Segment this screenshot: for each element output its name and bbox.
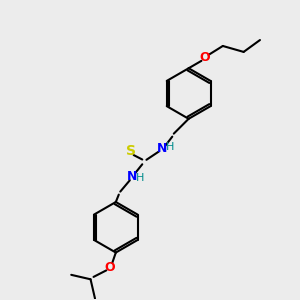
Text: O: O — [200, 51, 210, 64]
Text: N: N — [157, 142, 167, 155]
Text: O: O — [105, 261, 115, 274]
Text: N: N — [127, 170, 137, 183]
Text: S: S — [126, 145, 136, 158]
Text: H: H — [136, 173, 145, 183]
Text: H: H — [166, 142, 174, 152]
